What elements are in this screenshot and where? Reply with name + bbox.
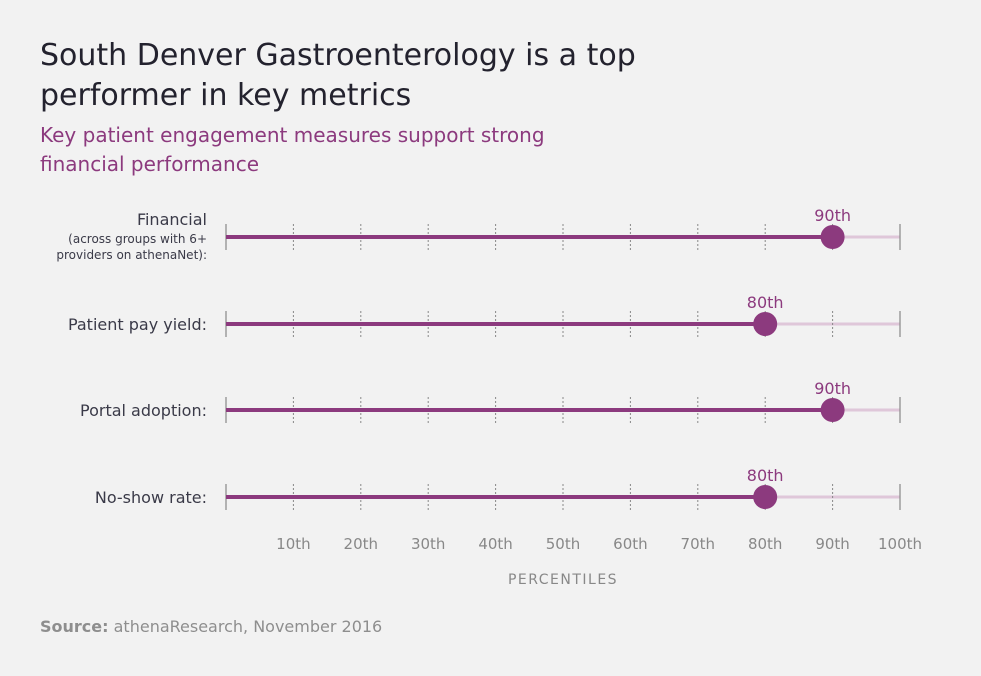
x-tick-label: 100th xyxy=(878,535,922,553)
row-sublabel: (across groups with 6+ xyxy=(68,232,207,246)
chart-subtitle: Key patient engagement measures support … xyxy=(40,123,545,176)
source-text: athenaResearch, November 2016 xyxy=(113,617,383,636)
row-label: Portal adoption: xyxy=(80,401,207,420)
x-tick-label: 60th xyxy=(613,535,647,553)
value-label: 80th xyxy=(747,293,784,312)
x-tick-label: 20th xyxy=(344,535,378,553)
x-tick-label: 90th xyxy=(815,535,849,553)
value-label: 80th xyxy=(747,466,784,485)
row-sublabel: providers on athenaNet): xyxy=(56,248,207,262)
row-label: No-show rate: xyxy=(95,488,207,507)
row-label: Patient pay yield: xyxy=(68,315,207,334)
x-tick-label: 70th xyxy=(681,535,715,553)
value-dot xyxy=(753,312,778,336)
value-dot xyxy=(753,485,778,509)
value-label: 90th xyxy=(814,206,851,225)
x-tick-label: 30th xyxy=(411,535,445,553)
x-tick-label: 80th xyxy=(748,535,782,553)
chart-title: South Denver Gastroenterology is a top p… xyxy=(40,38,636,113)
x-tick-label: 40th xyxy=(478,535,512,553)
x-tick-label: 10th xyxy=(276,535,310,553)
source-note: Source: athenaResearch, November 2016 xyxy=(40,617,382,636)
value-dot xyxy=(820,225,845,249)
x-tick-label: 50th xyxy=(546,535,580,553)
row-label: Financial xyxy=(137,210,207,229)
value-dot xyxy=(820,398,845,422)
x-axis-title: PERCENTILES xyxy=(508,572,618,588)
value-label: 90th xyxy=(814,379,851,398)
source-label: Source: xyxy=(40,617,109,636)
